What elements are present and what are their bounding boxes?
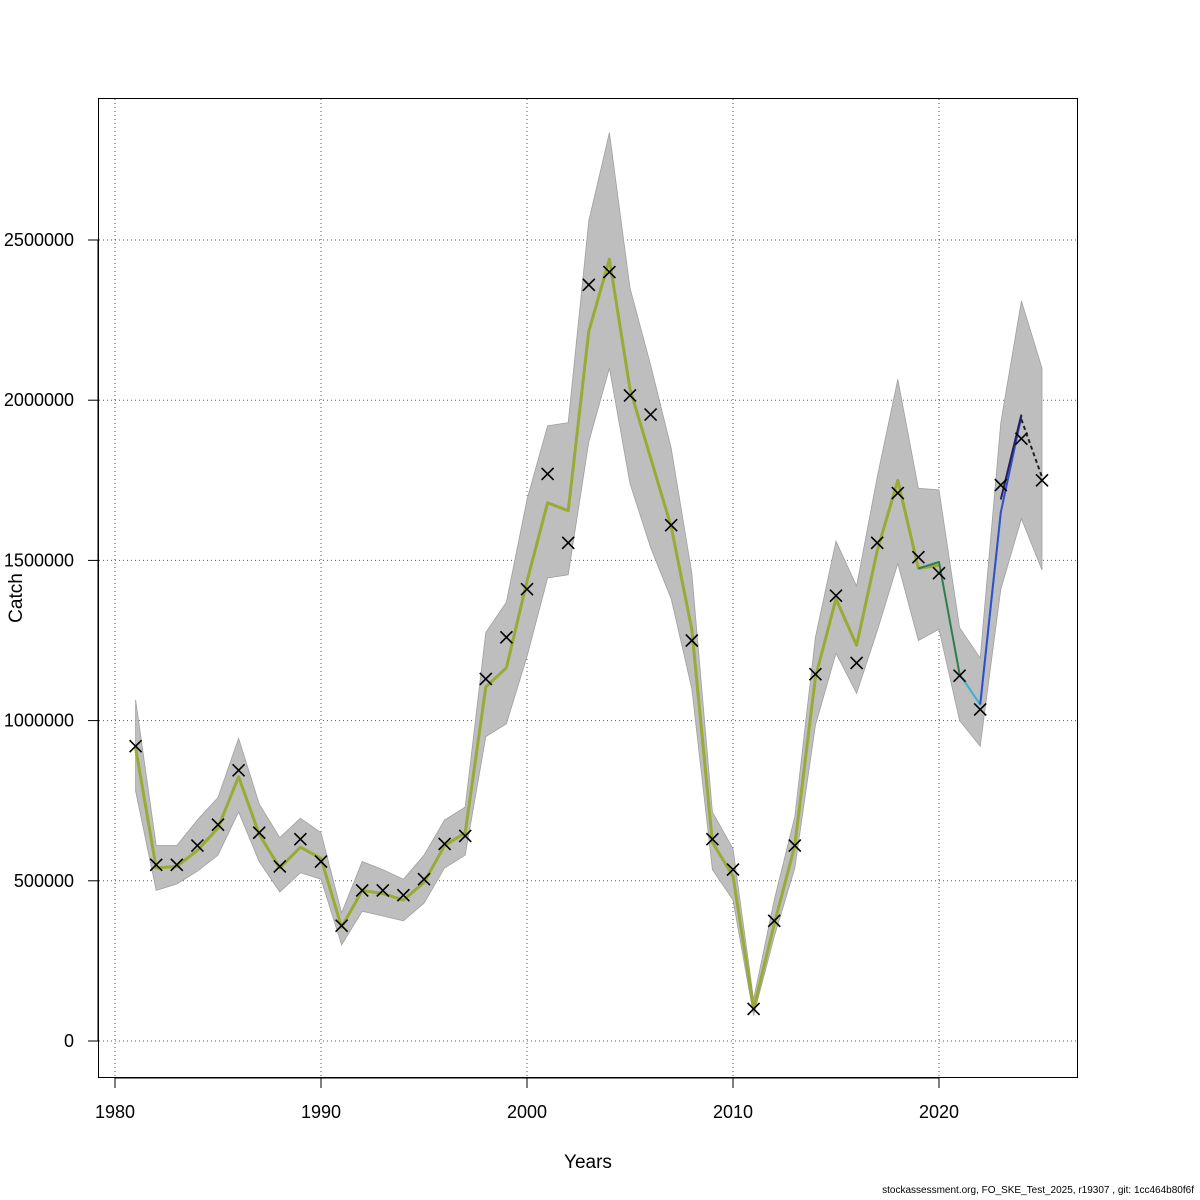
series-line-4 <box>999 414 1023 500</box>
y-axis-title: Catch <box>6 573 27 623</box>
observed-point-1985 <box>211 818 225 832</box>
observed-point-2006 <box>644 408 658 422</box>
observed-point-2004 <box>602 265 616 279</box>
series-line-1 <box>918 561 961 675</box>
observed-point-2003 <box>582 278 596 292</box>
observed-point-2007 <box>664 518 678 532</box>
observed-point-2010 <box>726 863 740 877</box>
observed-point-1986 <box>232 763 246 777</box>
observed-point-2021 <box>953 669 967 683</box>
observed-point-2023 <box>994 478 1008 492</box>
observed-point-1994 <box>396 888 410 902</box>
confidence-band <box>135 132 1043 1016</box>
observed-point-1992 <box>355 883 369 897</box>
observed-point-2002 <box>561 536 575 550</box>
observed-point-1996 <box>438 837 452 851</box>
x-tick-label-2000: 2000 <box>507 1102 547 1122</box>
observed-point-1988 <box>273 859 287 873</box>
x-axis-title: Years <box>564 1152 612 1173</box>
series-line-0 <box>134 257 940 1011</box>
observed-point-2013 <box>788 838 802 853</box>
y-tick-label-2000000: 2000000 <box>4 390 74 410</box>
y-tick-label-500000: 500000 <box>14 871 74 891</box>
observed-markers-layer <box>129 265 1049 1016</box>
observed-point-2000 <box>520 582 534 596</box>
series-line-5 <box>1020 419 1043 478</box>
x-tick-label-1980: 1980 <box>95 1102 135 1122</box>
observed-point-1998 <box>479 672 493 686</box>
observed-point-2016 <box>850 656 864 670</box>
observed-point-2008 <box>685 633 699 648</box>
observed-point-2009 <box>705 832 719 846</box>
observed-point-2018 <box>891 486 905 500</box>
y-tick-label-2500000: 2500000 <box>4 230 74 250</box>
observed-point-2012 <box>767 914 781 928</box>
observed-point-2022 <box>973 702 987 716</box>
observed-point-1999 <box>499 630 513 644</box>
observed-point-2015 <box>829 589 843 603</box>
observed-point-1987 <box>252 826 266 840</box>
observed-point-2020 <box>932 566 946 580</box>
x-tick-label-2020: 2020 <box>919 1102 959 1122</box>
y-tick-label-0: 0 <box>64 1031 74 1051</box>
observed-point-2005 <box>623 388 637 402</box>
observed-point-1997 <box>458 829 472 843</box>
axes: 1980 1990 2000 2010 2020 0 500000 1000000 150000… <box>4 230 959 1122</box>
y-tick-label-1500000: 1500000 <box>4 550 74 570</box>
series-lines-layer <box>134 257 1043 1011</box>
x-tick-label-1990: 1990 <box>301 1102 341 1122</box>
observed-point-1991 <box>335 919 349 933</box>
observed-point-1983 <box>170 858 184 872</box>
observed-point-2019 <box>911 550 925 564</box>
observed-point-1982 <box>149 858 163 872</box>
footer-credit: stockassessment.org, FO_SKE_Test_2025, r… <box>882 1185 1194 1196</box>
observed-point-1990 <box>314 855 328 869</box>
observed-point-2001 <box>541 467 555 481</box>
observed-point-2024 <box>1014 432 1028 446</box>
observed-point-2025 <box>1035 473 1049 487</box>
observed-point-1989 <box>293 832 307 846</box>
observed-point-1993 <box>376 883 390 897</box>
confidence-band-layer <box>135 132 1043 1016</box>
series-line-3 <box>979 416 1023 705</box>
observed-point-2014 <box>808 667 822 681</box>
observed-point-1981 <box>129 739 143 753</box>
x-tick-label-2010: 2010 <box>713 1102 753 1122</box>
y-tick-label-1000000: 1000000 <box>4 711 74 731</box>
observed-point-1995 <box>417 872 431 886</box>
observed-point-1984 <box>190 838 204 853</box>
observed-point-2011 <box>747 1002 761 1016</box>
observed-point-2017 <box>870 536 884 550</box>
